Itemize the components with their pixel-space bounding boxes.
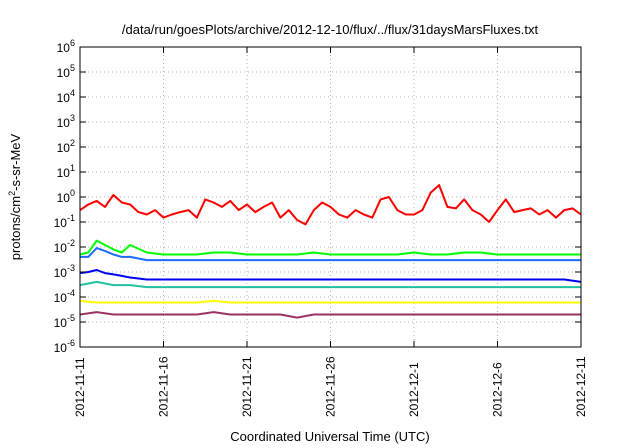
y-tick-label: 104: [57, 88, 75, 105]
y-tick-label: 10-5: [54, 313, 75, 330]
y-tick-base: 10: [57, 66, 71, 80]
y-tick-exp: -5: [67, 313, 75, 323]
y-tick-base: 10: [54, 216, 68, 230]
x-tick-label: 2012-11-26: [324, 356, 338, 417]
y-tick-exp: -1: [67, 213, 75, 223]
y-tick-label: 10-6: [54, 338, 75, 355]
y-tick-label: 100: [57, 188, 75, 205]
y-axis-label-sup: 2: [7, 191, 17, 196]
x-tick-label: 2012-11-16: [157, 356, 171, 417]
x-tick-label: 2012-11-11: [73, 357, 87, 417]
x-tick-label: 2012-12-1: [407, 362, 421, 417]
y-axis-ticks: 10-610-510-410-310-210-11001011021031041…: [54, 38, 581, 355]
y-tick-exp: 3: [70, 113, 75, 123]
y-tick-base: 10: [54, 291, 68, 305]
y-tick-base: 10: [54, 266, 68, 280]
y-axis-label-main: protons/cm: [8, 196, 23, 260]
y-tick-base: 10: [57, 166, 71, 180]
y-tick-base: 10: [57, 91, 71, 105]
x-tick-label: 2012-12-6: [491, 362, 505, 417]
x-axis-ticks: 2012-11-11 2012-11-16 2012-11-21 2012-11-26…: [73, 47, 588, 417]
series-line-4: [79, 280, 581, 289]
chart-title: /data/run/goesPlots/archive/2012-12-10/f…: [122, 22, 539, 37]
y-axis-label-rest: -s-sr-MeV: [8, 133, 23, 190]
y-tick-label: 10-4: [54, 288, 75, 305]
y-tick-exp: 4: [70, 88, 75, 98]
y-tick-exp: -3: [67, 263, 75, 273]
y-tick-base: 10: [54, 241, 68, 255]
y-tick-exp: 0: [70, 188, 75, 198]
y-tick-label: 10-2: [54, 238, 75, 255]
series-line-1: [79, 239, 581, 256]
series-line-5: [79, 299, 581, 304]
y-tick-base: 10: [57, 41, 71, 55]
series-line-6: [79, 311, 581, 319]
y-tick-label: 106: [57, 38, 75, 55]
y-tick-exp: 6: [70, 38, 75, 48]
y-tick-base: 10: [57, 116, 71, 130]
series-line-2: [80, 247, 581, 262]
series-line-0: [79, 184, 582, 226]
y-tick-exp: -4: [67, 288, 75, 298]
x-axis-label: Coordinated Universal Time (UTC): [230, 429, 429, 444]
y-axis-label: protons/cm2-s-sr-MeV: [7, 133, 23, 260]
y-tick-base: 10: [57, 191, 71, 205]
y-tick-exp: -6: [67, 338, 75, 348]
x-tick-label: 2012-12-11: [574, 356, 588, 417]
y-tick-label: 103: [57, 113, 75, 130]
y-tick-label: 105: [57, 63, 75, 80]
y-tick-exp: 2: [70, 138, 75, 148]
y-tick-label: 10-1: [54, 213, 75, 230]
y-tick-exp: 5: [70, 63, 75, 73]
series-group: [79, 184, 582, 319]
series-line-3: [79, 269, 582, 283]
y-tick-exp: -2: [67, 238, 75, 248]
x-tick-label: 2012-11-21: [240, 356, 254, 417]
y-tick-label: 10-3: [54, 263, 75, 280]
y-tick-exp: 1: [70, 163, 75, 173]
y-tick-base: 10: [54, 316, 68, 330]
y-tick-base: 10: [57, 141, 71, 155]
y-tick-base: 10: [54, 341, 68, 355]
y-tick-label: 101: [57, 163, 75, 180]
y-tick-label: 102: [57, 138, 75, 155]
